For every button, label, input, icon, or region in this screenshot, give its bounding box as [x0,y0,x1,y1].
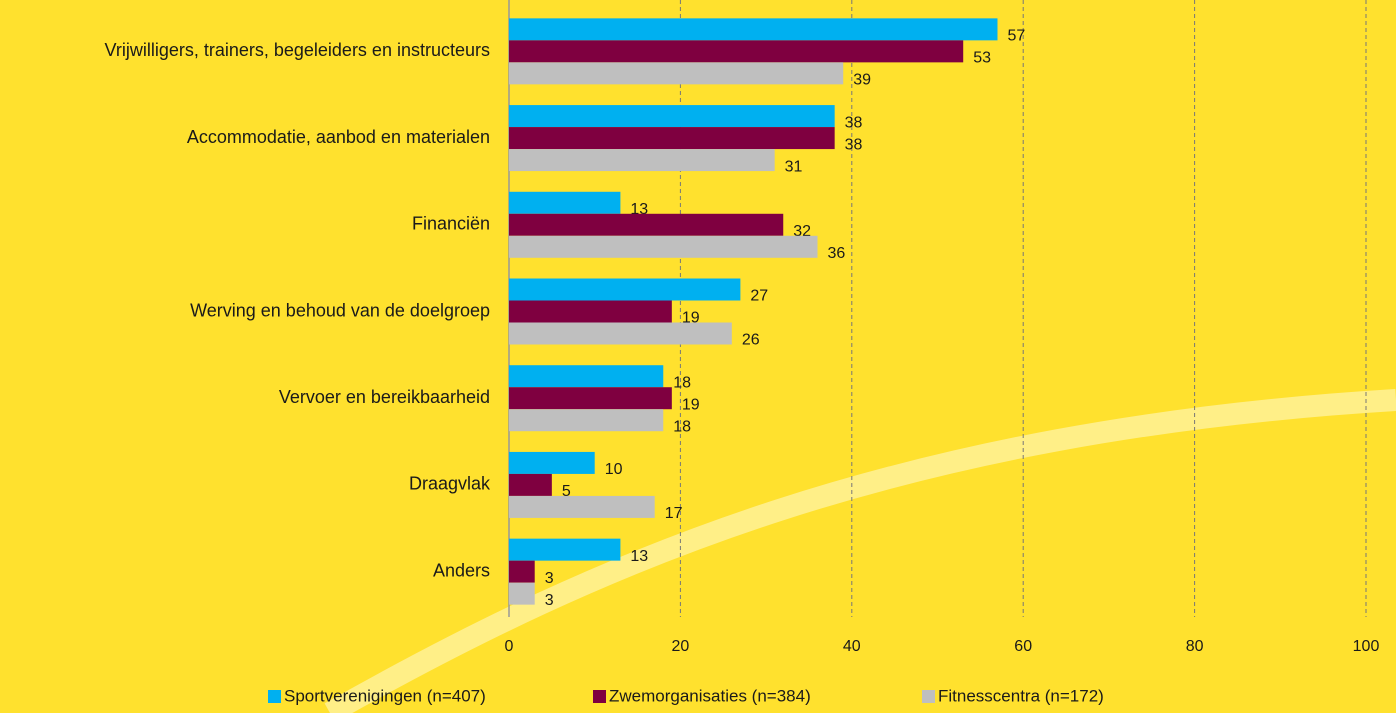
bar [509,62,844,85]
bar [509,235,818,258]
bar [509,213,784,236]
x-tick-label: 0 [505,638,514,655]
bar [509,127,835,150]
bar [509,473,552,496]
decorative-arc [324,389,1396,713]
value-label: 31 [785,158,803,175]
category-label: Werving en behoud van de doelgroep [190,300,490,320]
value-label: 18 [673,374,691,391]
bar [509,387,672,410]
legend-label: Fitnesscentra (n=172) [938,686,1104,705]
value-label: 53 [973,50,991,67]
value-label: 38 [845,136,863,153]
value-label: 57 [1007,28,1025,45]
bar [509,191,621,214]
value-label: 36 [828,245,846,262]
category-label: Vrijwilligers, trainers, begeleiders en … [105,40,491,60]
bar [509,582,535,605]
bar [509,560,535,583]
x-tick-label: 80 [1186,638,1204,655]
bar [509,18,998,41]
x-tick-label: 60 [1014,638,1032,655]
value-label: 32 [793,223,811,240]
category-label: Anders [433,560,490,580]
category-label: Financiën [412,214,490,234]
bar [509,105,835,128]
legend-swatch [922,690,935,703]
legend-label: Zwemorganisaties (n=384) [609,686,811,705]
category-label: Accommodatie, aanbod en materialen [187,127,490,147]
value-label: 19 [682,396,700,413]
value-label: 10 [605,461,623,478]
x-tick-label: 40 [843,638,861,655]
category-label: Vervoer en bereikbaarheid [279,387,490,407]
legend-swatch [593,690,606,703]
value-label: 19 [682,310,700,327]
value-label: 5 [562,483,571,500]
x-tick-label: 20 [672,638,690,655]
value-label: 17 [665,505,683,522]
value-label: 26 [742,332,760,349]
bar [509,40,964,63]
bar [509,149,775,172]
value-label: 13 [630,201,648,218]
legend-label: Sportverenigingen (n=407) [284,686,486,705]
value-label: 27 [750,288,768,305]
x-tick-label: 100 [1353,638,1380,655]
legend-swatch [268,690,281,703]
category-label: Draagvlak [409,474,491,494]
bar [509,278,741,301]
value-label: 13 [630,548,648,565]
value-label: 39 [853,72,871,89]
value-label: 18 [673,418,691,435]
bar [509,538,621,561]
bar [509,495,655,518]
value-label: 38 [845,114,863,131]
bar [509,300,672,323]
bar [509,451,595,474]
value-label: 3 [545,592,554,609]
bar [509,409,664,432]
value-label: 3 [545,570,554,587]
bar [509,365,664,388]
bar [509,322,732,345]
